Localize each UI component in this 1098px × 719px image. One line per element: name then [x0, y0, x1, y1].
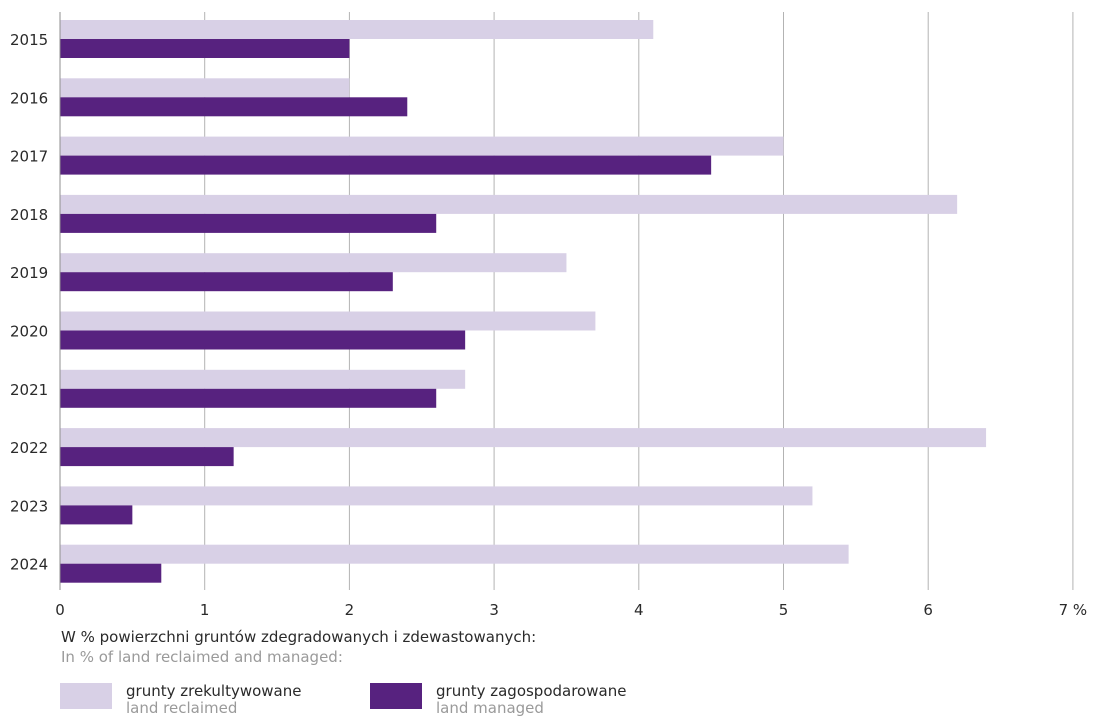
legend-swatch-reclaimed	[60, 683, 112, 709]
legend-label-managed-pl: grunty zagospodarowane	[436, 682, 627, 700]
category-label: 2023	[10, 497, 48, 515]
legend-label-managed-en: land managed	[436, 699, 544, 717]
legend-item-managed: grunty zagospodarowane land managed	[370, 683, 626, 717]
bar-reclaimed	[60, 428, 987, 448]
bar-reclaimed	[60, 253, 567, 273]
category-label: 2020	[10, 323, 48, 341]
bar-reclaimed	[60, 369, 466, 389]
bar-reclaimed	[60, 194, 958, 214]
category-label: 2022	[10, 439, 48, 457]
bar-reclaimed	[60, 486, 813, 506]
x-tick-label: 2	[345, 601, 355, 619]
bar-managed	[60, 97, 408, 117]
legend-label-reclaimed-pl: grunty zrekultywowane	[126, 682, 302, 700]
bar-reclaimed	[60, 20, 654, 39]
bar-managed	[60, 272, 393, 292]
x-tick-label: 3	[489, 601, 499, 619]
category-label: 2015	[10, 31, 48, 49]
x-tick-label: 7 %	[1059, 601, 1088, 619]
category-label: 2019	[10, 264, 48, 282]
bar-managed	[60, 447, 234, 467]
bar-managed	[60, 39, 350, 58]
category-label: 2016	[10, 89, 48, 107]
legend-item-reclaimed: grunty zrekultywowane land reclaimed	[60, 683, 301, 717]
legend-label-reclaimed-en: land reclaimed	[126, 699, 238, 717]
x-tick-label: 0	[55, 601, 65, 619]
category-labels: 2015 2016 2017 2018 2019 2020 2021 2022 2023 2024	[10, 31, 48, 574]
bar-managed	[60, 213, 437, 233]
bar-managed	[60, 330, 466, 350]
x-tick-labels: 0 1 2 3 4 5 6 7 %	[55, 601, 1087, 619]
category-label: 2024	[10, 556, 48, 574]
category-label: 2017	[10, 148, 48, 166]
caption-polish: W % powierzchni gruntów zdegradowanych i…	[61, 628, 537, 646]
bar-managed	[60, 563, 162, 583]
x-tick-label: 5	[779, 601, 789, 619]
x-tick-label: 1	[200, 601, 210, 619]
bar-managed	[60, 505, 133, 525]
bar-reclaimed	[60, 78, 350, 98]
bar-reclaimed	[60, 311, 596, 331]
bar-reclaimed	[60, 544, 849, 564]
x-tick-label: 4	[634, 601, 644, 619]
bar-managed	[60, 155, 712, 175]
x-tick-label: 6	[923, 601, 933, 619]
bar-managed	[60, 388, 437, 408]
bar-reclaimed	[60, 136, 784, 156]
legend-swatch-managed	[370, 683, 422, 709]
bars	[60, 20, 987, 583]
category-label: 2018	[10, 206, 48, 224]
caption-english: In % of land reclaimed and managed:	[61, 648, 343, 666]
category-label: 2021	[10, 381, 48, 399]
